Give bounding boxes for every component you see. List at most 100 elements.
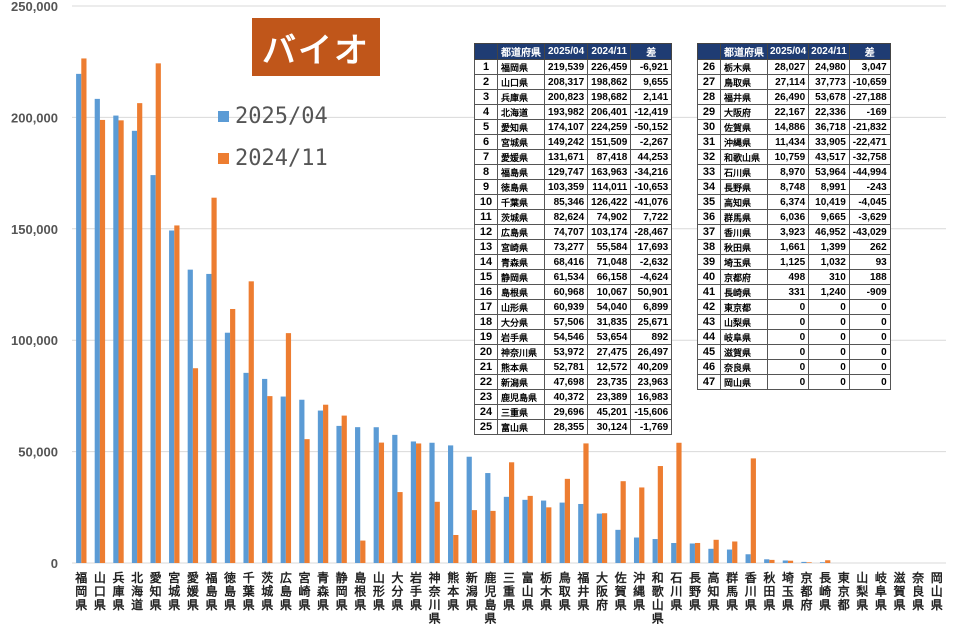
x-tick-label-char: 根: [354, 584, 366, 599]
x-tick-label-char: 滋: [894, 570, 906, 585]
x-tick-label-char: 知: [149, 584, 162, 599]
row-number: 40: [697, 269, 721, 285]
value-2025-cell: 74,707: [543, 224, 589, 240]
x-tick-label-char: 愛: [150, 570, 162, 585]
table-row: 25 富山県 28,355 30,124 -1,769: [474, 419, 673, 435]
prefecture-cell: 京都府: [720, 269, 768, 285]
row-number: 24: [474, 404, 498, 420]
x-tick-label-char: 県: [261, 598, 273, 612]
value-2024-cell: 0: [808, 329, 850, 345]
value-2025-cell: 40,372: [543, 389, 589, 405]
table-row: 14 青森県 68,416 71,048 -2,632: [474, 254, 673, 270]
x-tick-label-char: 庫: [112, 584, 124, 599]
prefecture-cell: 富山県: [497, 419, 545, 435]
diff-cell: 16,983: [630, 389, 673, 405]
row-number: 5: [474, 119, 498, 135]
x-tick-label-char: 兵: [112, 570, 124, 585]
value-2024-cell: 1,032: [808, 254, 850, 270]
row-number: 2: [474, 74, 498, 90]
bar-2025: [169, 230, 175, 563]
table-row: 24 三重県 29,696 45,201 -15,606: [474, 404, 673, 420]
x-tick-label-char: 県: [75, 598, 87, 612]
row-number: 45: [697, 344, 721, 360]
x-tick-label-char: 形: [373, 585, 385, 599]
value-2025-cell: 57,506: [543, 314, 589, 330]
table-row: 27 鳥取県 27,114 37,773 -10,659: [697, 74, 891, 90]
prefecture-cell: 岩手県: [497, 329, 545, 345]
row-number: 14: [474, 254, 498, 270]
x-tick-label-char: 岐: [875, 570, 888, 585]
x-tick-label-char: 鹿: [484, 570, 496, 585]
bar-2025: [726, 549, 733, 563]
table-row: 31 沖縄県 11,434 33,905 -22,471: [697, 134, 891, 150]
x-tick-label-char: 奈: [428, 584, 442, 599]
x-tick-label-char: 福: [74, 570, 87, 585]
diff-cell: -4,624: [630, 269, 673, 285]
value-2025-cell: 28,027: [766, 59, 810, 75]
diff-cell: -3,629: [848, 209, 891, 225]
bar-2025: [373, 427, 379, 563]
bar-2024: [81, 58, 87, 564]
value-2025-cell: 8,748: [766, 179, 810, 195]
bar-2025: [448, 445, 454, 563]
value-2024-cell: 12,572: [587, 359, 632, 375]
table-header-no: [474, 43, 498, 60]
row-number: 23: [474, 389, 498, 405]
x-tick-label-char: 森: [317, 584, 330, 599]
prefecture-cell: 大分県: [497, 314, 545, 330]
value-2025-cell: 6,374: [766, 194, 810, 210]
diff-cell: -27,188: [848, 89, 891, 105]
x-tick-label-char: 県: [484, 612, 496, 626]
x-tick-label-char: 高: [708, 570, 720, 585]
row-number: 11: [474, 209, 498, 225]
x-tick-label-char: 県: [745, 598, 757, 612]
x-tick-label-char: 香: [744, 570, 757, 585]
x-tick-label-char: 大: [391, 570, 403, 585]
bar-2025: [280, 396, 286, 563]
diff-cell: 50,901: [630, 284, 673, 300]
title-badge: バイオ: [252, 18, 380, 76]
diff-cell: 2,141: [630, 89, 673, 105]
prefecture-cell: 和歌山県: [720, 149, 768, 165]
x-tick-label-char: 山: [94, 570, 106, 585]
x-tick-label-char: 崎: [298, 584, 310, 599]
bar-2024: [230, 308, 236, 563]
row-number: 12: [474, 224, 498, 240]
value-2024-cell: 224,259: [587, 119, 632, 135]
x-tick-label-char: 県: [894, 598, 906, 612]
x-tick-label-char: 県: [615, 598, 627, 612]
x-tick-label-char: 良: [912, 584, 924, 599]
diff-cell: -1,769: [630, 419, 673, 435]
x-tick-label-char: 愛: [187, 570, 199, 585]
x-tick-label-char: 取: [559, 585, 571, 599]
prefecture-cell: 栃木県: [720, 59, 768, 75]
value-2025-cell: 149,242: [543, 134, 589, 150]
value-2024-cell: 23,389: [587, 389, 632, 405]
table-row: 15 静岡県 61,534 66,158 -4,624: [474, 269, 673, 285]
value-2024-cell: 66,158: [587, 269, 632, 285]
prefecture-cell: 秋田県: [720, 239, 768, 255]
x-tick-label-char: 葉: [242, 584, 256, 599]
x-tick-label-char: 県: [94, 598, 106, 612]
prefecture-cell: 鳥取県: [720, 74, 768, 90]
bar-2024: [601, 513, 608, 563]
bar-2025: [485, 473, 491, 563]
diff-cell: -10,653: [630, 179, 673, 195]
prefecture-cell: 静岡県: [497, 269, 545, 285]
diff-cell: -34,216: [630, 164, 673, 180]
table-row: 22 新潟県 47,698 23,735 23,963: [474, 374, 673, 390]
row-number: 28: [697, 89, 721, 105]
value-2024-cell: 27,475: [587, 344, 632, 360]
row-number: 8: [474, 164, 498, 180]
value-2025-cell: 52,781: [543, 359, 589, 375]
legend-swatch-2025: [218, 111, 229, 122]
bar-2025: [466, 456, 472, 563]
value-2025-cell: 82,624: [543, 209, 589, 225]
diff-cell: 0: [848, 299, 891, 315]
row-number: 43: [697, 314, 721, 330]
table-row: 18 大分県 57,506 31,835 25,671: [474, 314, 673, 330]
bar-2025: [317, 410, 324, 563]
x-tick-label-char: 島: [354, 570, 366, 585]
bar-2025: [652, 539, 658, 563]
legend-item-2024: 2024/11: [218, 146, 328, 171]
